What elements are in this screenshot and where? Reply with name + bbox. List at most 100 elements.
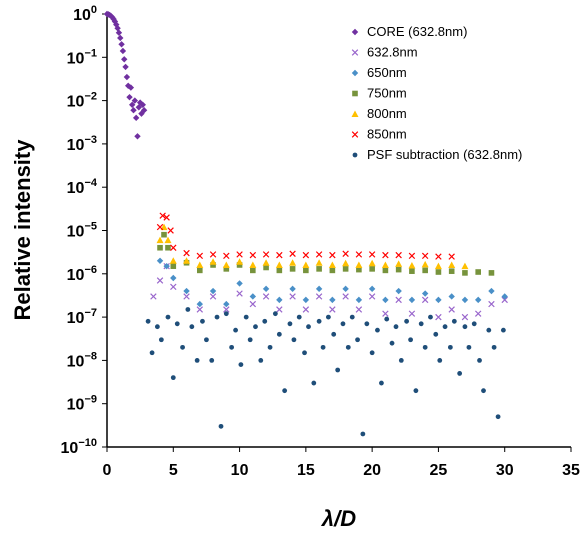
y-axis-title: Relative intensity [10,139,35,321]
data-point [382,296,389,304]
data-point [355,337,360,343]
data-point [349,314,355,320]
data-point [306,324,311,330]
legend-label: 632.8nm [367,45,418,60]
data-point [421,290,429,297]
data-point [342,259,350,267]
data-point [448,293,455,300]
data-point [289,259,297,266]
data-point [421,252,429,260]
data-point [421,260,429,268]
data-point [243,314,249,320]
series-0 [103,10,148,140]
data-point [413,388,419,394]
data-point [139,101,146,108]
data-point [474,310,482,317]
data-point [382,251,389,259]
data-point [447,344,453,350]
data-point [418,321,424,327]
data-point [157,244,163,251]
data-point [342,266,349,272]
x-tick-label: 25 [430,462,448,479]
data-point [158,337,164,343]
data-point [316,266,322,272]
data-point [328,261,336,268]
data-point [395,287,402,295]
data-point [236,251,243,258]
data-point [448,306,455,313]
data-point [196,306,204,313]
data-point [236,290,243,297]
x-tick-label: 10 [231,462,249,479]
data-point [408,262,416,269]
data-point [442,324,448,330]
series-5 [156,212,455,260]
data-point [311,380,317,386]
data-point [209,258,217,265]
series-6 [145,307,506,437]
data-point [223,306,230,313]
data-point [117,34,124,42]
legend-label: 800nm [367,106,407,121]
legend-item: PSF subtraction (632.8nm) [352,147,522,162]
data-point [275,261,283,268]
data-point [125,82,132,89]
data-point [156,257,164,264]
data-point [200,318,205,324]
data-point [428,314,433,320]
data-point [435,253,442,260]
data-point [262,259,270,266]
data-point [462,270,468,276]
data-point [384,316,390,322]
legend-item: CORE (632.8nm) [351,24,467,39]
data-point [329,296,336,304]
y-tick-label: 10−6 [67,264,97,284]
data-point [249,300,257,308]
data-point [289,293,296,300]
legend-label: 850nm [367,127,407,142]
data-point [163,262,170,270]
legend-marker [351,131,359,138]
data-point [272,311,278,317]
data-point [389,340,395,346]
data-point [276,267,283,274]
y-tick-label: 10−9 [67,394,97,414]
data-point [161,231,167,238]
data-point [189,324,195,330]
data-point [289,266,296,272]
data-point [122,63,129,71]
data-point [276,331,282,337]
x-tick-label: 30 [496,462,514,479]
data-point [382,310,389,317]
data-point [247,337,253,343]
data-point [501,296,508,304]
data-point [395,251,402,259]
data-point [223,311,229,317]
legend: CORE (632.8nm) 632.8nm 650nm 750nm 800nm 850n… [351,24,522,162]
data-point [170,375,176,381]
data-point [395,260,403,267]
legend-label: 750nm [367,86,407,101]
data-point [114,24,121,32]
data-point [123,73,131,81]
data-point [302,261,310,268]
data-point [461,262,469,270]
data-point [267,344,273,350]
data-point [165,244,171,251]
data-point [486,327,492,333]
data-point [276,251,283,259]
legend-label: PSF subtraction (632.8nm) [367,147,522,162]
data-point [135,104,143,111]
data-point [315,259,323,266]
data-point [382,267,389,274]
data-point [500,327,506,333]
data-point [315,285,323,293]
data-point [165,314,171,320]
legend-marker [351,110,359,117]
y-tick-label: 10−5 [67,221,97,241]
data-point [421,296,429,304]
data-point [356,266,362,273]
y-tick-label: 10−1 [67,47,97,67]
legend-item: 800nm [351,106,407,121]
data-point [233,327,238,333]
